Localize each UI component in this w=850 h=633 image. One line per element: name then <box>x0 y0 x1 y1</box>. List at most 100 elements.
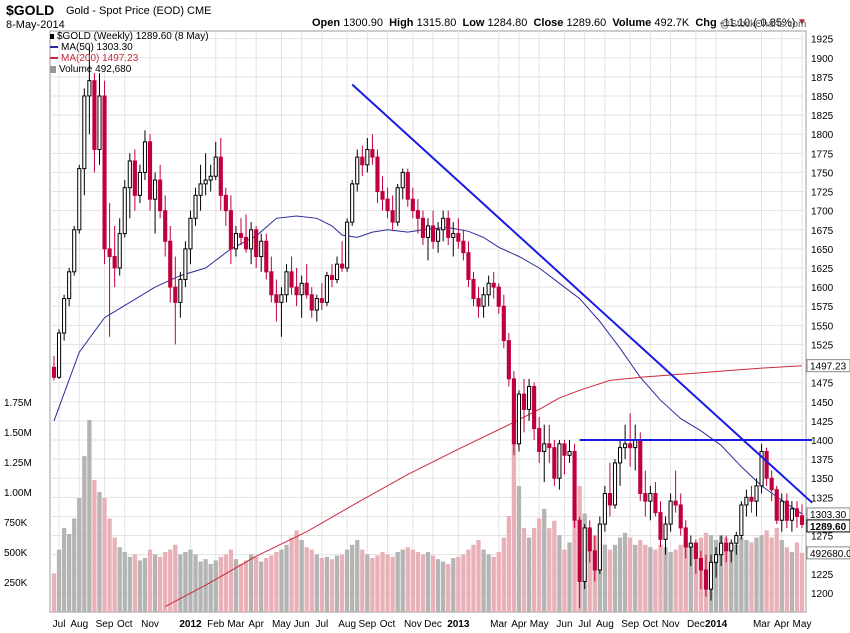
candle-body <box>789 508 794 521</box>
candle-body <box>67 271 72 300</box>
candle-body <box>724 542 729 552</box>
candle-body <box>688 542 693 548</box>
candle-body <box>193 194 198 219</box>
volume-bar <box>400 549 405 612</box>
chart-grid <box>49 30 807 613</box>
candle-body <box>567 450 572 456</box>
price-tick-label: 1425 <box>811 417 834 428</box>
candle-body <box>147 141 153 200</box>
candle-body <box>218 156 223 196</box>
price-tick-label: 1825 <box>811 111 834 122</box>
volume-bar <box>92 480 97 612</box>
candle-body <box>774 489 779 521</box>
volume-bar <box>633 544 638 612</box>
candle-body <box>607 493 613 506</box>
volume-bar <box>718 535 724 612</box>
candle-body <box>744 496 749 506</box>
candle-body <box>294 286 299 296</box>
volume-tick-label: 1.50M <box>4 428 32 439</box>
price-tick-label: 1550 <box>811 321 834 332</box>
candle-body <box>324 275 329 303</box>
volume-bar <box>451 558 456 612</box>
candle-body <box>269 271 274 296</box>
candle-body <box>274 294 279 303</box>
volume-bar <box>744 540 749 612</box>
volume-bar <box>395 552 400 612</box>
candle-body <box>511 378 516 445</box>
legend-price-text: $GOLD (Weekly) 1289.60 (8 May) <box>57 31 209 42</box>
candle-body <box>168 240 173 288</box>
volume-bar <box>789 552 795 612</box>
x-tick-label: Oct <box>380 619 396 630</box>
volume-bar <box>759 535 764 612</box>
quote-bar: Open 1300.90 High 1315.80 Low 1284.80 Cl… <box>312 17 795 29</box>
volume-bar <box>329 559 335 612</box>
candle-body <box>461 240 466 254</box>
volume-bar <box>365 554 370 612</box>
candle-body <box>243 236 249 250</box>
candle-body <box>400 171 405 189</box>
candle-body <box>678 504 683 529</box>
candle-body <box>799 515 805 525</box>
x-tick-label: Oct <box>117 619 133 630</box>
volume-bar <box>117 547 122 612</box>
volume-bar <box>435 559 441 612</box>
volume-bar <box>87 420 92 612</box>
candle-body <box>405 171 410 200</box>
price-tick-label: 1800 <box>811 130 834 141</box>
volume-bar <box>597 540 602 612</box>
candle-body <box>673 500 678 506</box>
volume-bar <box>243 560 249 612</box>
volume-bar <box>248 554 254 612</box>
candle-body <box>77 168 82 231</box>
volume-bar <box>617 537 623 612</box>
chart-axes: 1200122512501275130013251350137514001425… <box>4 35 834 630</box>
candle-body <box>72 229 77 273</box>
candle-body <box>446 217 451 238</box>
candle-body <box>521 393 527 410</box>
volume-bar <box>334 555 340 612</box>
price-tick-label: 1850 <box>811 92 834 103</box>
low-label: Low <box>462 17 485 29</box>
candle-body <box>92 80 97 150</box>
candle-body <box>314 298 319 311</box>
candle-body <box>501 305 506 342</box>
open-value: 1300.90 <box>343 17 383 29</box>
volume-bar <box>779 540 784 612</box>
candle-body <box>62 298 67 334</box>
volume-bar <box>385 554 390 612</box>
candle-body <box>537 428 542 452</box>
x-tick-label: Jun <box>556 619 572 630</box>
candle-body <box>158 179 163 212</box>
volume-bar <box>501 537 506 612</box>
candle-body <box>360 156 365 166</box>
volume-bar <box>97 492 102 612</box>
volume-bar <box>173 544 178 612</box>
volume-tick-label: 750K <box>4 518 28 529</box>
volume-bar <box>562 549 567 612</box>
candle-body <box>587 527 592 552</box>
candle-body <box>617 447 623 464</box>
candle-body <box>643 493 648 502</box>
volume-bar <box>663 547 668 612</box>
price-tick-label: 1700 <box>811 207 834 218</box>
legend-volume-text: Volume 492,680 <box>59 64 132 75</box>
candle-body <box>365 148 370 166</box>
price-tick-label: 1225 <box>811 570 834 581</box>
volume-bar <box>218 556 223 612</box>
candle-body <box>334 263 340 280</box>
volume-bar <box>183 552 188 612</box>
candle-body <box>719 542 724 556</box>
candle-body <box>87 80 92 97</box>
volume-bar <box>683 540 688 612</box>
candle-body <box>577 519 582 582</box>
volume-bar <box>122 552 127 612</box>
x-tick-label: May <box>530 619 549 630</box>
volume-bar <box>102 498 107 612</box>
candle-body <box>451 233 456 238</box>
price-tick-label: 1375 <box>811 455 834 466</box>
x-tick-label: Dec <box>687 619 705 630</box>
candle-body <box>542 443 547 452</box>
candle-body <box>390 210 395 223</box>
